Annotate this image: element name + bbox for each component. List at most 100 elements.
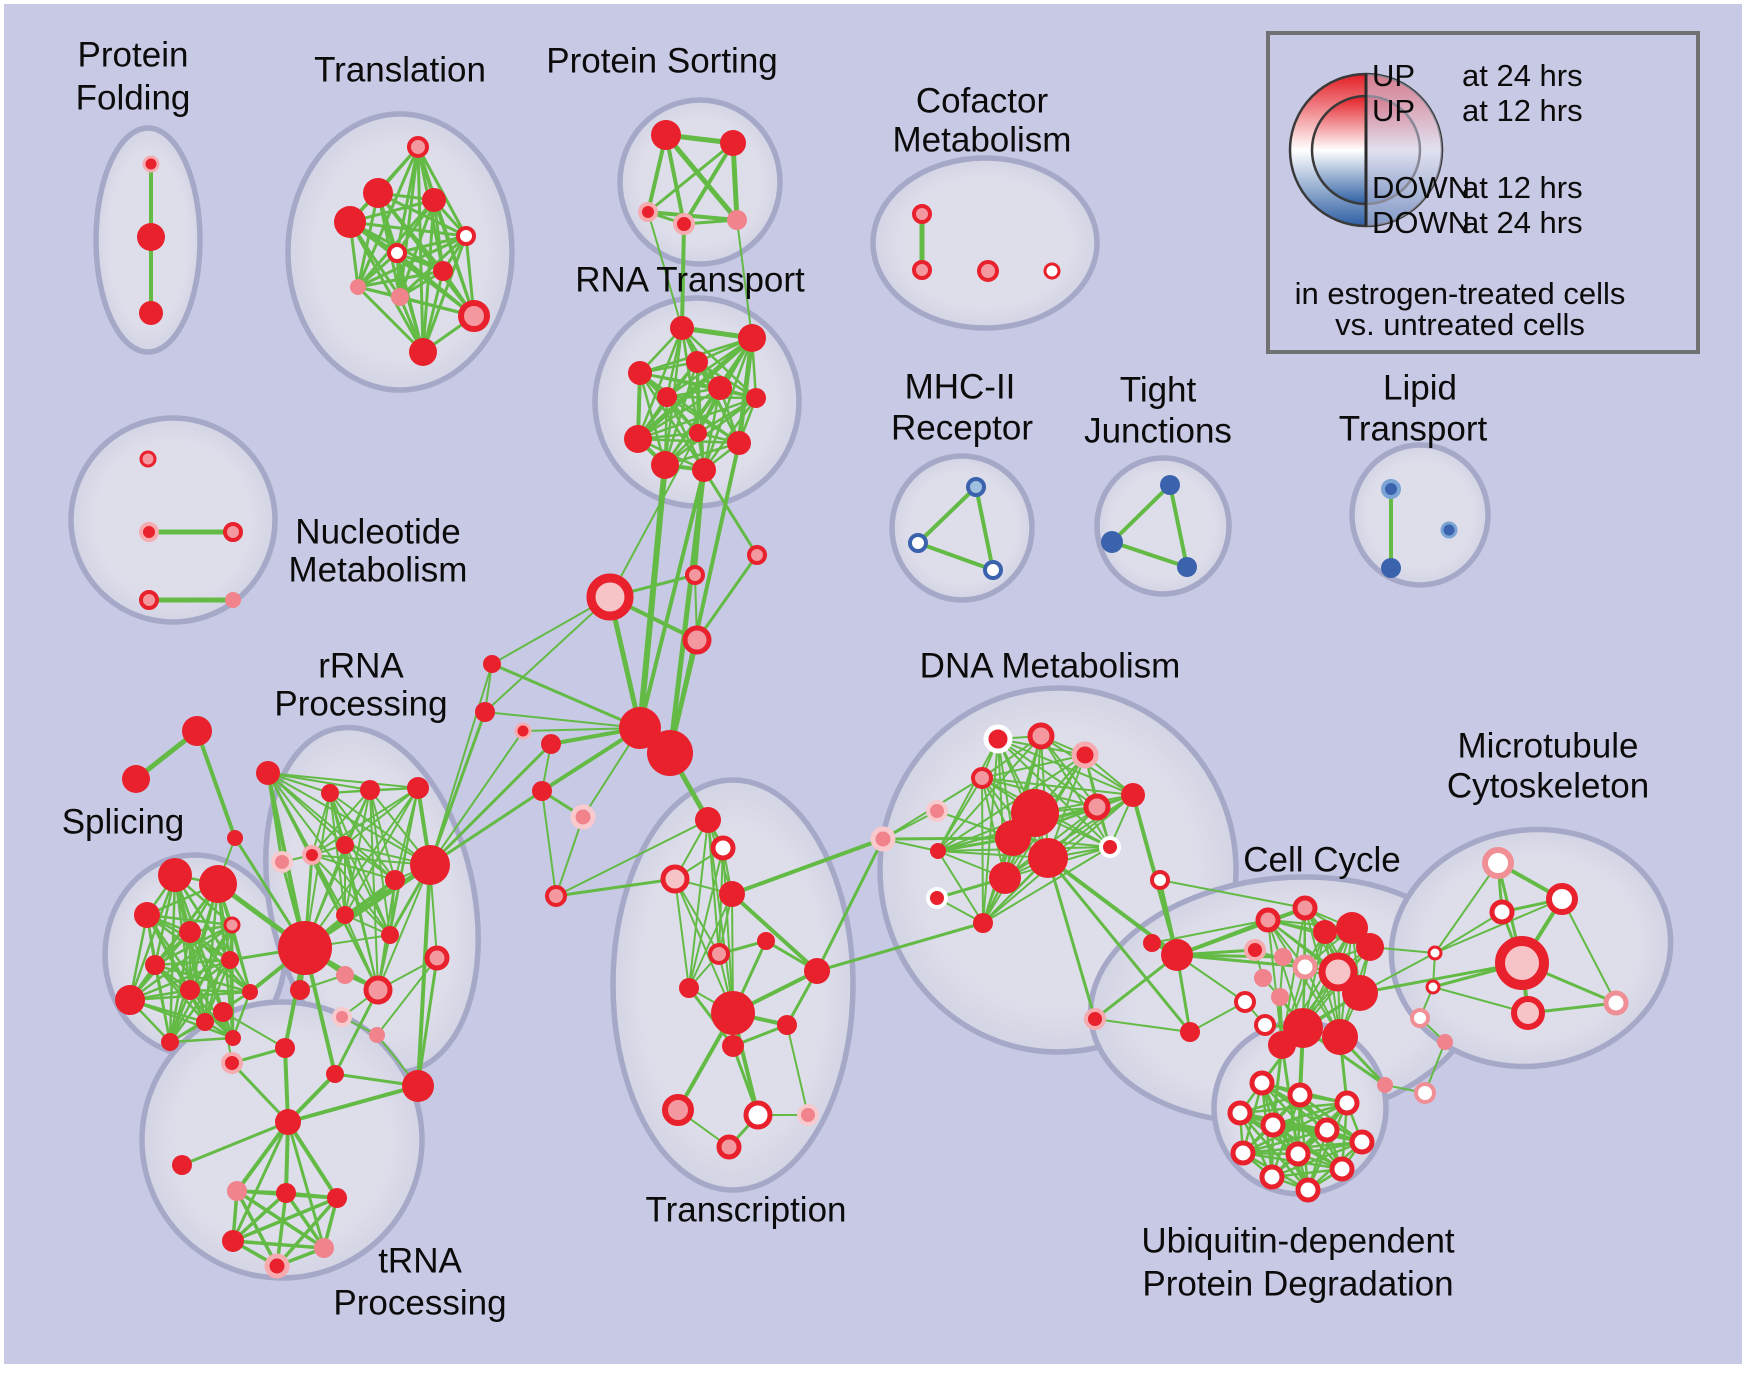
network-edge: [153, 963, 235, 1040]
network-node: [743, 1100, 773, 1130]
network-edge: [786, 1024, 809, 1116]
cluster-nucleotide-metabolism-label: Nucleotide: [295, 512, 460, 551]
network-edge: [231, 1239, 326, 1250]
network-node: [1489, 899, 1515, 925]
network-node: [1440, 521, 1458, 539]
network-node: [651, 120, 681, 150]
legend-row-3-time: at 24 hrs: [1462, 205, 1583, 240]
network-edge: [1151, 919, 1269, 944]
network-node: [647, 730, 693, 776]
network-edge: [937, 754, 1086, 852]
network-node: [720, 130, 746, 156]
network-edge: [974, 485, 995, 572]
network-edge: [981, 777, 1006, 879]
network-node: [973, 913, 993, 933]
network-node: [716, 1134, 742, 1160]
network-node: [989, 862, 1021, 894]
cluster-microtubule-cytoskeleton-label: Microtubule: [1458, 726, 1639, 765]
network-edge: [688, 847, 724, 989]
network-node: [870, 826, 896, 852]
network-edge: [428, 789, 544, 867]
cluster-transcription-label: Transcription: [646, 1190, 847, 1229]
network-edge: [674, 878, 690, 989]
network-node: [983, 560, 1003, 580]
network-node: [1381, 479, 1401, 499]
network-node: [221, 951, 239, 969]
network-node: [1336, 912, 1368, 944]
network-edge: [266, 771, 284, 864]
network-node: [134, 902, 160, 928]
network-edge: [153, 923, 234, 967]
network-edge: [1040, 735, 1098, 808]
network-node: [145, 955, 165, 975]
network-node: [275, 1109, 301, 1135]
network-edge: [356, 269, 445, 289]
network-node: [1244, 939, 1266, 961]
cluster-mhc-ii-receptor-ellipse: [889, 453, 1035, 603]
network-edge: [311, 854, 391, 936]
network-edge: [188, 988, 252, 994]
network-edge: [168, 958, 232, 1044]
cluster-rna-transport-label: RNA Transport: [575, 260, 805, 299]
network-node: [360, 780, 380, 800]
network-edge: [344, 787, 419, 916]
cluster-rrna-processing-label: rRNA: [318, 646, 404, 685]
network-edge: [687, 986, 735, 1048]
network-node: [327, 1188, 347, 1208]
network-edge: [421, 198, 436, 354]
network-edge: [329, 792, 391, 936]
cluster-mhc-ii-receptor-label: MHC-II: [905, 367, 1016, 406]
network-node: [276, 1183, 296, 1203]
network-node: [1230, 1140, 1256, 1166]
cluster-rrna-processing-label: Processing: [274, 684, 447, 723]
network-edge: [429, 730, 524, 866]
network-node: [321, 784, 339, 802]
network-node: [747, 545, 767, 565]
network-node: [142, 155, 160, 173]
network-edge: [916, 485, 978, 545]
network-node: [1083, 793, 1111, 821]
network-node: [628, 361, 652, 385]
cluster-cofactor-metabolism-label: Cofactor: [916, 81, 1049, 120]
network-node: [586, 573, 634, 621]
network-edge: [1093, 953, 1179, 1021]
network-edge: [1159, 879, 1306, 909]
network-edge: [881, 836, 1015, 841]
network-edge: [344, 787, 419, 846]
network-node: [278, 921, 332, 975]
network-edge: [484, 711, 641, 729]
network-node: [797, 1104, 819, 1126]
network-node: [336, 836, 354, 854]
network-node: [475, 702, 495, 722]
network-node: [1482, 847, 1514, 879]
network-edge: [329, 792, 396, 881]
network-node: [172, 1155, 192, 1175]
network-node: [1292, 954, 1318, 980]
network-node: [514, 722, 532, 740]
network-node: [1249, 1070, 1275, 1096]
network-edge: [1168, 483, 1189, 569]
legend-row-3-direction: DOWN: [1372, 205, 1470, 240]
network-edge: [1046, 856, 1192, 1034]
network-edge: [541, 790, 557, 897]
network-node: [402, 1070, 434, 1102]
network-node: [541, 734, 561, 754]
network-edge: [231, 1196, 339, 1243]
legend-row-1-direction: UP: [1372, 93, 1415, 128]
network-node: [1177, 557, 1197, 577]
network-edge: [1094, 1018, 1191, 1033]
network-edge: [1110, 540, 1189, 569]
network-node: [275, 1038, 295, 1058]
network-node: [532, 781, 552, 801]
network-node: [227, 830, 243, 846]
network-edge: [395, 234, 468, 255]
network-node: [334, 206, 366, 238]
network-node: [1410, 1008, 1430, 1028]
legend-row-0-direction: UP: [1372, 58, 1415, 93]
network-edge: [168, 923, 234, 1044]
network-edge: [1561, 898, 1617, 1004]
network-node: [686, 351, 708, 373]
cluster-lipid-transport-label: Transport: [1339, 409, 1488, 448]
network-edge: [1241, 1128, 1329, 1155]
